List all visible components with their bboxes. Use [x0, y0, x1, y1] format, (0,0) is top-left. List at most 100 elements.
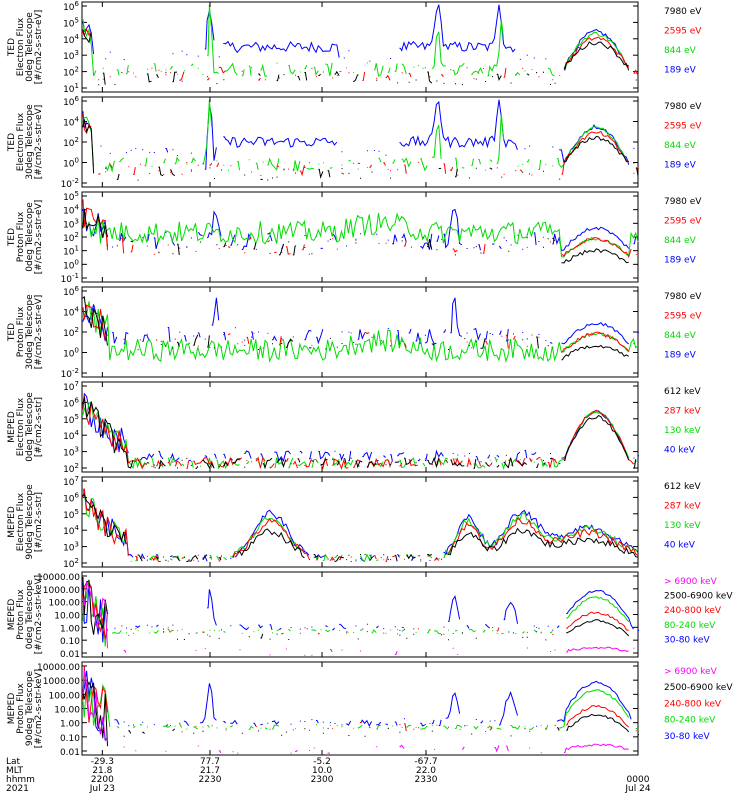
legend-entry: 189 eV: [664, 161, 697, 171]
y-tick-label: 10-2: [61, 367, 79, 380]
x-axis-tick-label: 77.7: [200, 757, 220, 767]
legend-entry: 130 keV: [664, 426, 701, 436]
series-line--6900-kev: [82, 669, 629, 754]
panel-7: 0.01 0.10 1.00 10.00 100.00 1000.00 10000.00 ME…: [7, 571, 733, 660]
y-axis-label: TED: [7, 323, 17, 342]
legend-entry: 189 eV: [664, 351, 697, 361]
y-axis-label: Proton Flux: [16, 211, 26, 262]
y-tick-label: 106: [63, 95, 79, 108]
legend-entry: 2595 eV: [664, 312, 702, 322]
y-axis-label: [#/cm2-s-str-eV]: [34, 10, 44, 85]
series-line-189-ev: [82, 297, 639, 346]
x-axis-tick-label: 2200: [91, 775, 114, 785]
y-tick-label: 106: [63, 285, 79, 298]
series-line-189-ev: [82, 4, 629, 71]
legend-entry: 240-800 keV: [664, 699, 722, 709]
series-line-7980-ev: [82, 119, 639, 181]
series-line-240-800-kev: [82, 666, 637, 733]
y-axis-label: Electron Flux: [16, 112, 26, 171]
y-axis-label: MEPED: [7, 506, 17, 538]
legend-entry: 80-240 keV: [664, 621, 716, 631]
y-axis-label: [#/cm2-s-str-keV]: [34, 669, 44, 748]
y-tick-label: 102: [63, 231, 79, 244]
y-axis-label: TED: [7, 228, 17, 247]
y-tick-label: 103: [63, 217, 79, 230]
series-line-7980-ev: [82, 208, 629, 264]
panel-frame: [81, 661, 639, 756]
legend-entry: 80-240 keV: [664, 716, 716, 726]
y-axis-label: Proton Flux: [16, 589, 26, 640]
y-axis-label: [#/cm2-s-str-keV]: [34, 575, 44, 654]
panel-frame: [81, 1, 639, 93]
legend-entry: > 6900 keV: [664, 667, 718, 677]
y-axis-label: [#/cm2-s-str]: [34, 492, 44, 552]
legend-entry: 130 keV: [664, 521, 701, 531]
x-axis-tick-label: -67.7: [414, 757, 437, 767]
legend-entry: 612 keV: [664, 387, 701, 397]
x-axis-row-label: MLT: [6, 766, 24, 776]
y-axis-label: MEPED: [7, 411, 17, 443]
y-tick-label: 104: [63, 33, 79, 46]
x-axis-row-label: hhmm: [6, 775, 35, 785]
y-tick-label: 101: [63, 82, 79, 95]
series-line-7980-ev: [82, 29, 637, 86]
y-tick-label: 105: [63, 190, 79, 203]
x-axis-tick-label: 2330: [415, 775, 438, 785]
panel-frame: [81, 381, 639, 473]
x-axis-tick-label: 21.8: [92, 766, 112, 776]
y-tick-label: 1000.00: [43, 677, 80, 687]
y-axis-label: 30deg Telescope: [25, 104, 35, 180]
legend-entry: 2500-6900 keV: [664, 592, 733, 602]
y-tick-label: 0.10: [60, 734, 80, 744]
x-axis-tick-label: 2300: [311, 775, 334, 785]
x-axis-tick-label: -29.3: [91, 757, 114, 767]
y-tick-label: 104: [63, 429, 79, 442]
series-line-40-kev: [82, 488, 639, 562]
series-line-7980-ev: [82, 295, 629, 361]
series-line-844-ev: [82, 99, 635, 173]
panel-5: 102 103 104 105 106 107 MEPED Electron Flux 0deg…: [7, 380, 701, 475]
y-tick-label: 104: [63, 116, 79, 129]
y-axis-label: [#/cm2-s-str-eV]: [34, 105, 44, 180]
y-tick-label: 103: [63, 541, 79, 554]
legend-entry: 189 eV: [664, 66, 697, 76]
panel-8: 0.01 0.10 1.00 10.00 100.00 1000.00 10000.00 ME…: [7, 661, 733, 758]
y-tick-label: 104: [63, 204, 79, 217]
panel-frame: [81, 476, 639, 568]
y-tick-label: 1.00: [60, 720, 80, 730]
panel-frame: [81, 571, 639, 658]
x-axis-tick-label: Jul 24: [624, 784, 650, 794]
series-line-844-ev: [82, 212, 639, 258]
series-line-2500-6900-kev: [82, 577, 630, 641]
series-line-80-240-kev: [82, 681, 639, 730]
x-axis-tick-label: 0000: [627, 775, 650, 785]
y-tick-label: 10000.00: [37, 663, 80, 673]
series-line-189-ev: [82, 208, 637, 251]
y-axis-label: TED: [7, 38, 17, 57]
y-axis-label: TED: [7, 133, 17, 152]
y-axis-label: 0deg Telescope: [25, 12, 35, 82]
y-tick-label: 105: [63, 413, 79, 426]
legend-entry: > 6900 keV: [664, 577, 718, 587]
legend-entry: 240-800 keV: [664, 606, 722, 616]
series-line-2500-6900-kev: [82, 680, 639, 747]
y-axis-label: 0deg Telescope: [25, 202, 35, 272]
x-axis-row-label: 2021: [6, 784, 29, 794]
y-axis-label: 0deg Telescope: [25, 579, 35, 649]
series-line-80-240-kev: [82, 579, 630, 647]
y-axis-label: Electron Flux: [16, 397, 26, 456]
series-line-2595-ev: [82, 113, 639, 177]
y-axis-label: 90deg Telescope: [25, 670, 35, 746]
y-tick-label: 100.00: [49, 691, 81, 701]
y-tick-label: 1000.00: [43, 586, 80, 596]
y-tick-label: 101: [63, 245, 79, 258]
y-axis-label: [#/cm2-s-str]: [34, 397, 44, 457]
legend-entry: 40 keV: [664, 446, 696, 456]
series-line-30-80-kev: [82, 670, 632, 741]
y-axis-label: Electron Flux: [16, 17, 26, 76]
y-tick-label: 106: [63, 0, 79, 13]
y-axis-label: Proton Flux: [16, 683, 26, 734]
y-tick-label: 100: [63, 347, 79, 360]
